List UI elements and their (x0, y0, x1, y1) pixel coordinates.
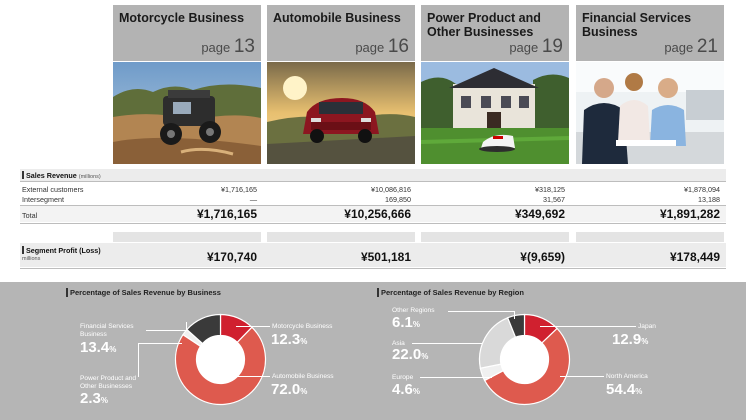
slice-label-motorcycle: Motorcycle Business (272, 323, 333, 330)
side-by-side-atv-photo (113, 62, 261, 164)
donut-slice-financial-services-business (186, 313, 222, 345)
leader-line (186, 322, 187, 331)
profit-automobile: ¥501,181 (360, 250, 411, 264)
leader-line (560, 376, 604, 377)
external-motorcycle: ¥1,716,165 (221, 185, 257, 194)
leader-line (448, 311, 514, 312)
segment-header-power-product: Power Product and Other Businesses page … (421, 5, 569, 61)
total-label: Total (22, 211, 38, 220)
leader-line (236, 376, 270, 377)
slice-value-financial: 13.4% (80, 339, 117, 356)
profit-power-product: ¥(9,659) (520, 250, 565, 264)
donut-hole (500, 335, 549, 384)
spacer-band (421, 232, 569, 242)
slice-value-north-america: 54.4% (606, 381, 643, 398)
leader-line (420, 377, 492, 378)
external-customers-label: External customers (22, 185, 84, 194)
total-automobile: ¥10,256,666 (344, 207, 411, 221)
car-dealership-photo (576, 62, 724, 164)
spacer-band (576, 232, 724, 242)
segment-header-motorcycle: Motorcycle Business page 13 (113, 5, 261, 61)
slice-value-asia: 22.0% (392, 346, 429, 363)
total-band (20, 206, 726, 222)
slice-label-japan: Japan (638, 323, 656, 330)
sales-revenue-label: Sales Revenue (millions) (26, 171, 101, 180)
segment-header-financial: Financial Services Business page 21 (576, 5, 724, 61)
robotic-lawnmower-photo (421, 62, 569, 164)
slice-label-asia: Asia (392, 340, 405, 347)
divider (20, 181, 726, 182)
segment-header-automobile: Automobile Business page 16 (267, 5, 415, 61)
slice-label-europe: Europe (392, 374, 414, 381)
leader-line (514, 311, 515, 319)
slice-value-other-regions: 6.1% (392, 314, 420, 331)
segment-title: Power Product and Other Businesses (427, 11, 541, 39)
title-marker (377, 288, 379, 297)
donut-hole (196, 335, 245, 384)
total-motorcycle: ¥1,716,165 (196, 207, 257, 221)
leader-line (138, 343, 139, 377)
page-reference[interactable]: page 13 (201, 36, 255, 57)
slice-value-europe: 4.6% (392, 381, 420, 398)
title-marker (66, 288, 68, 297)
slice-value-motorcycle: 12.3% (271, 331, 308, 348)
charts-panel: Percentage of Sales Revenue by Business … (0, 282, 746, 420)
slice-label-power-product: Power Product and Other Businesses (80, 375, 137, 390)
slice-label-financial: Financial Services Business (80, 323, 134, 338)
spacer-band (113, 232, 261, 242)
row-marker (22, 246, 24, 254)
sales-revenue-band (20, 169, 726, 181)
page-reference[interactable]: page 21 (664, 36, 718, 57)
suv-car-photo (267, 62, 415, 164)
chart-title-business: Percentage of Sales Revenue by Business (70, 288, 221, 297)
intersegment-motorcycle: — (249, 195, 257, 204)
slice-value-japan: 12.9% (612, 331, 649, 348)
divider (20, 205, 726, 206)
leader-line (146, 330, 186, 331)
business-donut-chart (174, 313, 267, 406)
leader-line (540, 326, 636, 327)
slice-label-automobile: Automobile Business (272, 373, 334, 380)
intersegment-power-product: 31,567 (543, 195, 565, 204)
external-automobile: ¥10,086,816 (371, 185, 411, 194)
external-financial: ¥1,878,094 (684, 185, 720, 194)
slice-label-other-regions: Other Regions (392, 307, 435, 314)
external-power-product: ¥318,125 (535, 185, 565, 194)
page-reference[interactable]: page 19 (509, 36, 563, 57)
segment-title: Motorcycle Business (119, 11, 245, 25)
leader-line (412, 343, 482, 344)
leader-line (236, 326, 270, 327)
profit-motorcycle: ¥170,740 (206, 250, 257, 264)
chart-title-region: Percentage of Sales Revenue by Region (381, 288, 524, 297)
segment-title: Financial Services Business (582, 11, 692, 39)
profit-financial: ¥178,449 (669, 250, 720, 264)
profit-band (20, 243, 726, 267)
page-reference[interactable]: page 16 (355, 36, 409, 57)
intersegment-label: Intersegment (22, 195, 64, 204)
intersegment-automobile: 169,850 (385, 195, 411, 204)
slice-value-automobile: 72.0% (271, 381, 308, 398)
segment-profit-unit: millions (22, 256, 41, 262)
region-donut-chart (478, 313, 571, 406)
slice-label-north-america: North America (606, 373, 648, 380)
intersegment-financial: 13,188 (698, 195, 720, 204)
divider (20, 268, 726, 269)
divider (20, 223, 726, 224)
row-marker (22, 171, 24, 179)
segment-title: Automobile Business (273, 11, 401, 25)
slice-value-power-product: 2.3% (80, 390, 108, 407)
segment-profit-label: Segment Profit (Loss) (26, 246, 101, 255)
total-power-product: ¥349,692 (514, 207, 565, 221)
leader-line (138, 343, 182, 344)
total-financial: ¥1,891,282 (659, 207, 720, 221)
spacer-band (267, 232, 415, 242)
